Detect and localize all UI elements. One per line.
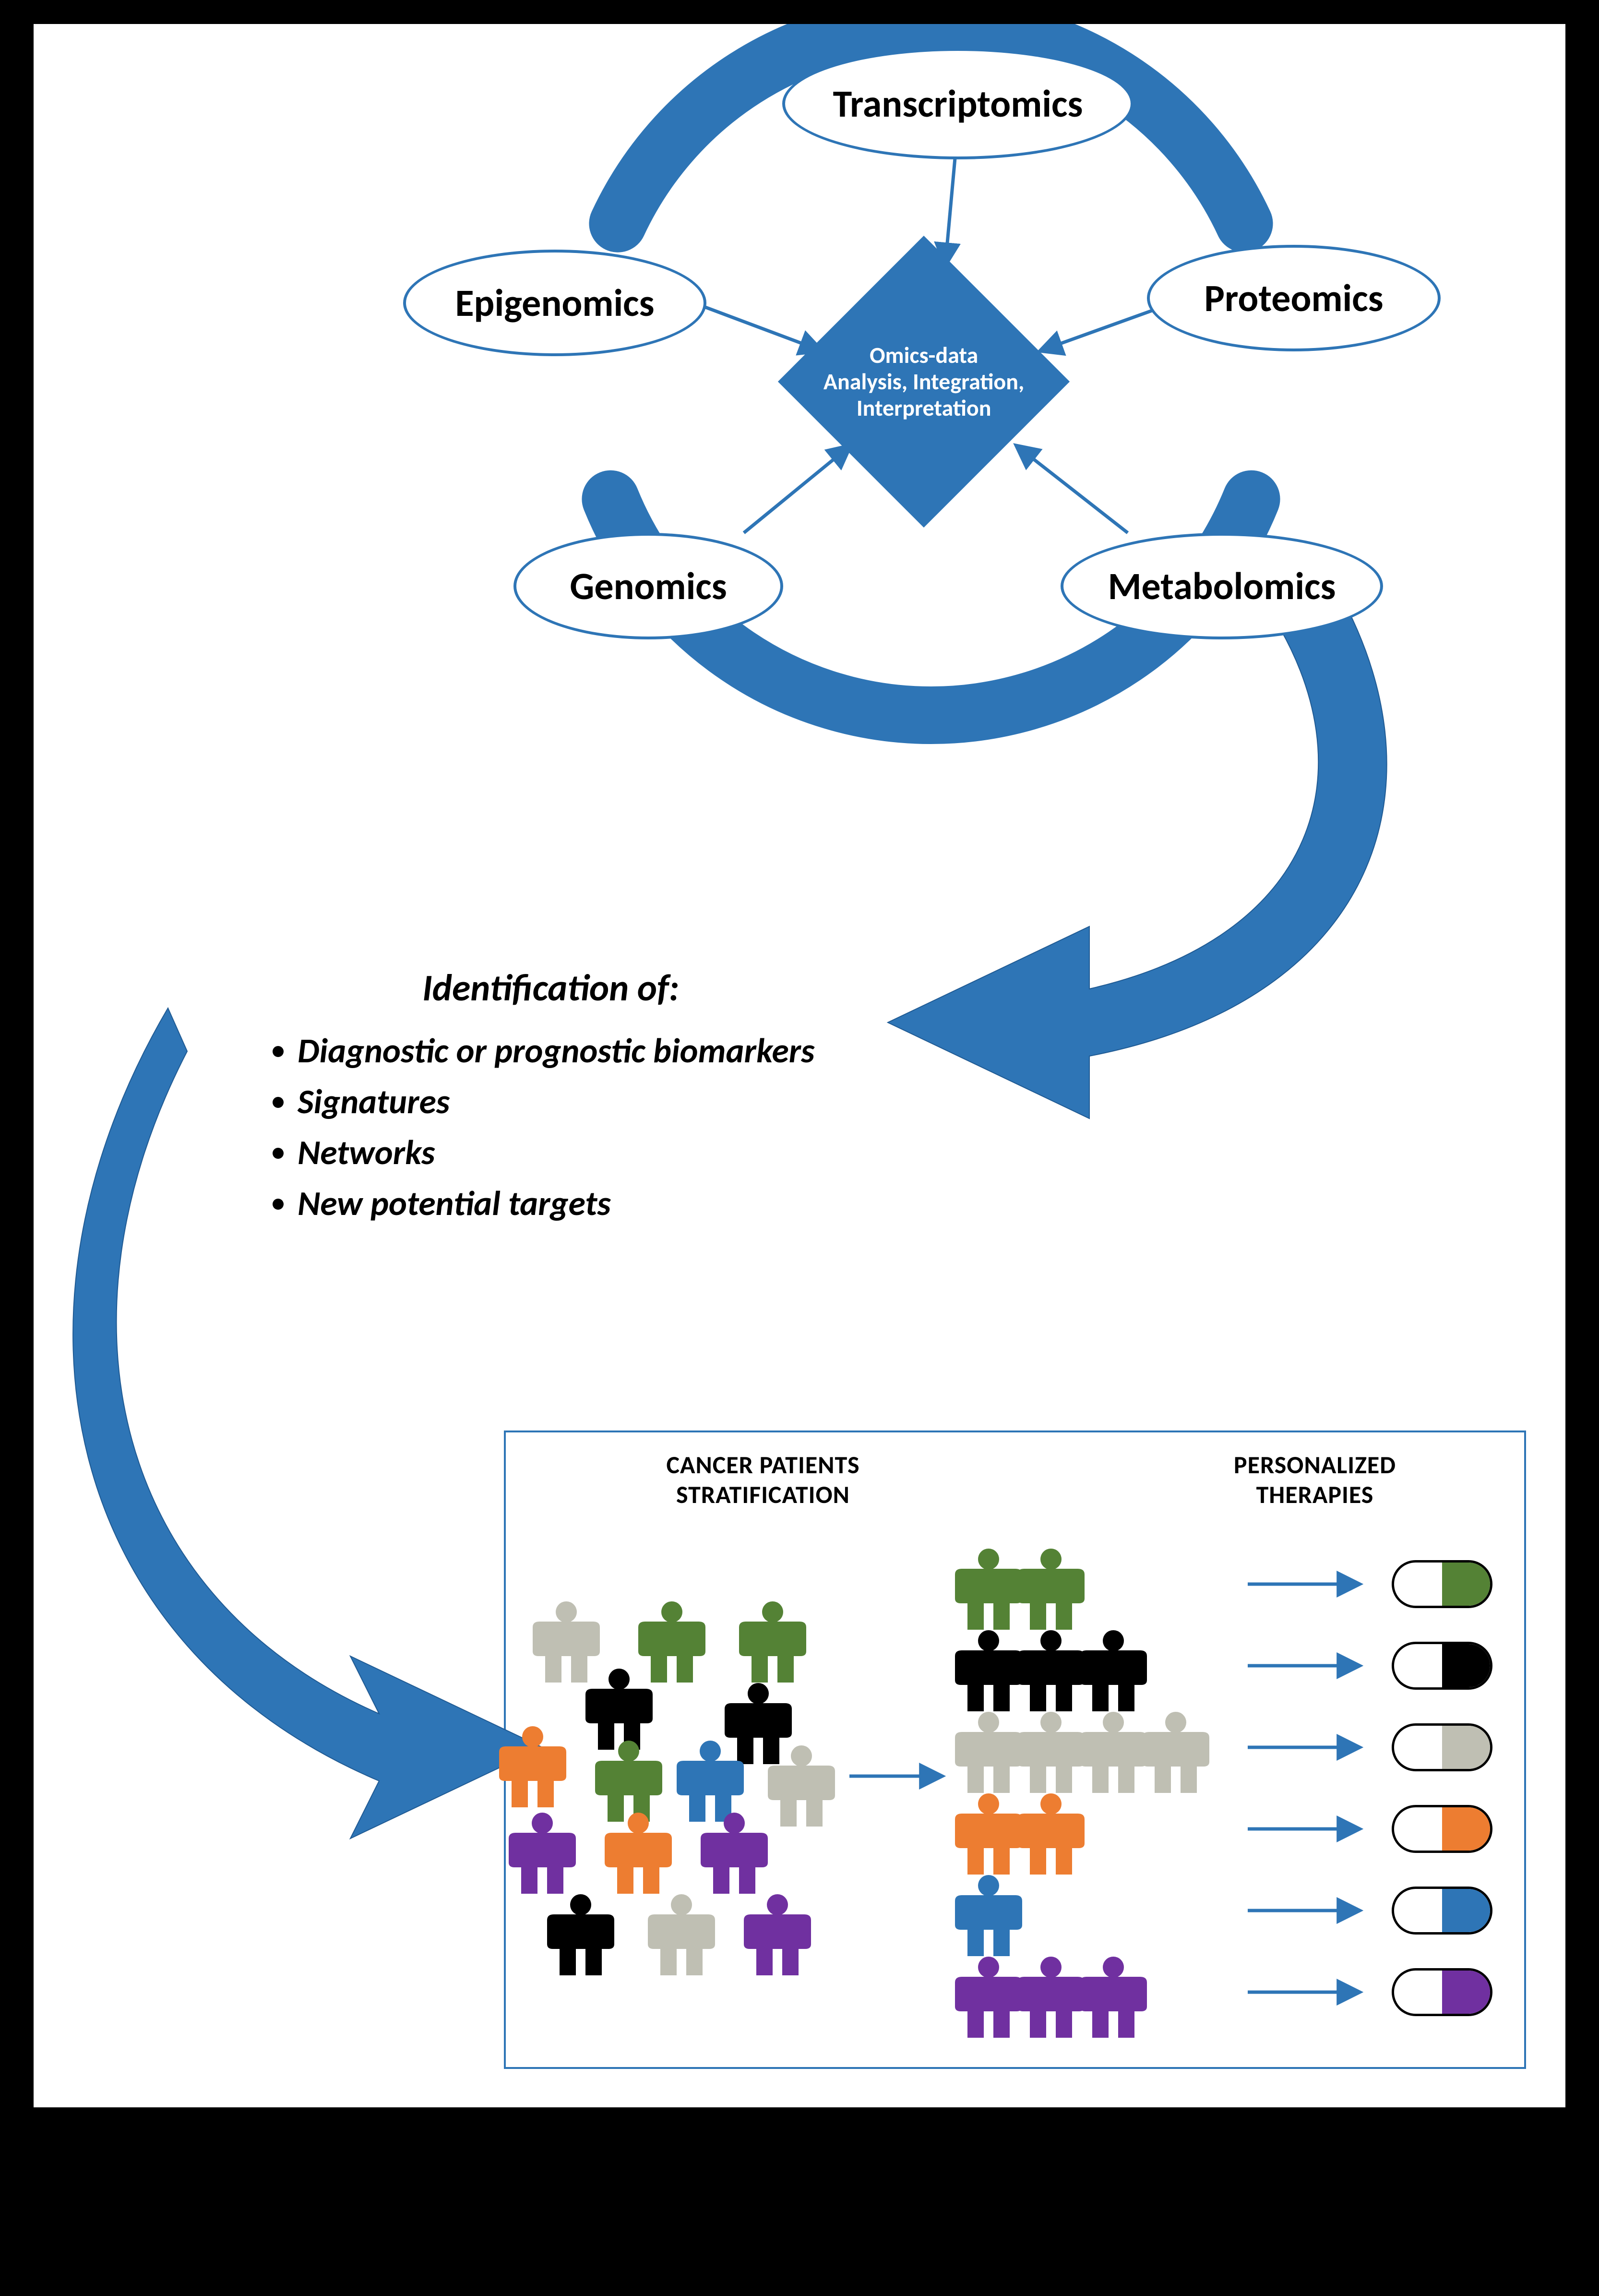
- identification-item: Signatures: [298, 1081, 1008, 1123]
- identification-item: Networks: [298, 1131, 1008, 1174]
- panel-title-right: PERSONALIZEDTHERAPIES: [1147, 1450, 1483, 1510]
- omics-node-genomics: Genomics: [513, 533, 783, 639]
- identification-item: Diagnostic or prognostic biomarkers: [298, 1030, 1008, 1072]
- omics-node-transcriptomics: Transcriptomics: [782, 48, 1134, 159]
- pill-icon: [1392, 1968, 1492, 2016]
- stratification-panel: [504, 1430, 1526, 2069]
- pill-icon: [1392, 1723, 1492, 1771]
- omics-node-label: Proteomics: [1204, 275, 1383, 322]
- omics-center-label: Omics-dataAnalysis, Integration,Interpre…: [821, 342, 1027, 421]
- figure-frame: Omics-dataAnalysis, Integration,Interpre…: [29, 19, 1570, 2112]
- pill-icon: [1392, 1642, 1492, 1690]
- identification-list: Diagnostic or prognostic biomarkers Signa…: [240, 1030, 1008, 1225]
- figure-stage: Omics-dataAnalysis, Integration,Interpre…: [34, 24, 1565, 2107]
- omics-node-label: Genomics: [570, 563, 727, 610]
- omics-node-label: Transcriptomics: [833, 81, 1083, 127]
- page-root: Omics-dataAnalysis, Integration,Interpre…: [0, 0, 1599, 2296]
- omics-node-label: Epigenomics: [455, 280, 655, 326]
- omics-node-metabolomics: Metabolomics: [1061, 533, 1383, 639]
- omics-node-epigenomics: Epigenomics: [403, 250, 706, 356]
- pill-icon: [1392, 1887, 1492, 1935]
- omics-node-proteomics: Proteomics: [1147, 245, 1441, 351]
- omics-node-label: Metabolomics: [1108, 563, 1336, 610]
- pill-icon: [1392, 1805, 1492, 1853]
- identification-block: Identification of: Diagnostic or prognost…: [240, 965, 1008, 1233]
- pill-icon: [1392, 1560, 1492, 1608]
- identification-item: New potential targets: [298, 1182, 1008, 1225]
- identification-title: Identification of:: [240, 965, 1008, 1010]
- panel-title-left: CANCER PATIENTSSTRATIFICATION: [571, 1450, 955, 1510]
